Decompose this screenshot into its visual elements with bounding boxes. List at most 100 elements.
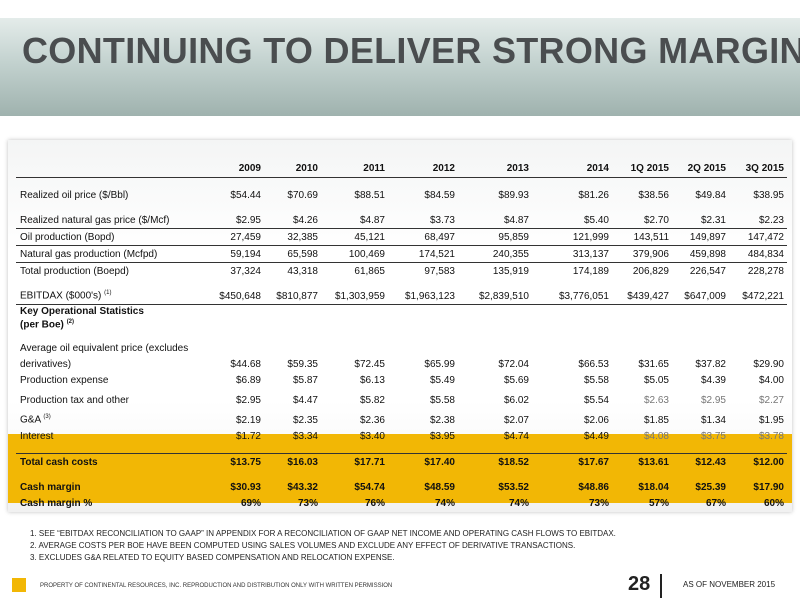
table-cell: $1.85 — [643, 414, 669, 426]
table-cell: 57% — [648, 497, 669, 509]
table-cell: $5.87 — [292, 374, 318, 386]
row-label: Production tax and other — [20, 394, 129, 406]
table-cell: $48.59 — [424, 481, 455, 493]
footnotes: 1. SEE “EBITDAX RECONCILIATION TO GAAP” … — [30, 528, 616, 564]
table-cell: $13.61 — [612, 453, 672, 470]
as-of-date: AS OF NOVEMBER 2015 — [683, 580, 776, 589]
table-cell: 174,189 — [532, 262, 612, 279]
table-cell: $89.93 — [498, 189, 529, 201]
margins-table: 2009 2010 2011 2012 2013 2014 1Q 2015 2Q… — [16, 160, 787, 511]
table-cell: $6.89 — [235, 374, 261, 386]
table-cell: $18.04 — [638, 481, 669, 493]
table-cell: 97,583 — [388, 262, 458, 279]
table-cell: $29.90 — [753, 358, 784, 370]
table-cell: 121,999 — [532, 228, 612, 246]
table-cell: $439,427 — [627, 290, 669, 302]
table-cell: 76% — [364, 497, 385, 509]
table-cell: $5.40 — [583, 214, 609, 226]
table-row: Cash margin % 69% 73% 76% 74% 74% 73% 57% 67% 60% — [16, 495, 787, 511]
row-label: Realized oil price ($/Bbl) — [20, 189, 129, 201]
table-cell: $17.71 — [321, 453, 388, 470]
table-row: EBITDAX ($000's) (1) $450,648 $810,877 $1,3… — [16, 288, 787, 305]
table-cell: $48.86 — [578, 481, 609, 493]
row-label: Interest — [20, 430, 54, 442]
table-cell: $84.59 — [424, 189, 455, 201]
table-cell: 484,834 — [729, 245, 787, 263]
title-banner — [0, 18, 800, 116]
row-label: Cash margin — [20, 481, 81, 493]
table-cell: $2.19 — [235, 414, 261, 426]
row-label: Oil production (Bopd) — [16, 228, 207, 246]
table-cell: $4.49 — [583, 430, 609, 442]
table-cell: $3.95 — [429, 430, 455, 442]
table-cell: $6.13 — [359, 374, 385, 386]
table-cell: 228,278 — [729, 262, 787, 279]
table-cell: $66.53 — [578, 358, 609, 370]
table-cell: $5.49 — [429, 374, 455, 386]
table-cell: 459,898 — [672, 245, 729, 263]
table-cell: $4.87 — [503, 214, 529, 226]
table-cell: $12.43 — [672, 453, 729, 470]
table-cell: $53.52 — [498, 481, 529, 493]
table-cell: $30.93 — [230, 481, 261, 493]
table-row: Realized oil price ($/Bbl) $54.44 $70.69 $8… — [16, 187, 787, 203]
table-cell: $72.45 — [354, 358, 385, 370]
table-cell: $4.08 — [643, 430, 669, 442]
table-cell: $2.06 — [583, 414, 609, 426]
table-cell: $2.07 — [503, 414, 529, 426]
table-cell: $4.47 — [292, 394, 318, 406]
company-logo-icon — [12, 578, 26, 592]
table-cell: $1,303,959 — [334, 290, 385, 302]
table-cell: $5.69 — [503, 374, 529, 386]
col-header: 2012 — [388, 160, 458, 178]
table-cell: $4.74 — [503, 430, 529, 442]
property-notice: PROPERTY OF CONTINENTAL RESOURCES, INC. … — [40, 583, 393, 589]
table-cell: 43,318 — [264, 262, 321, 279]
table-cell: $3.75 — [700, 430, 726, 442]
col-header: 2014 — [532, 160, 612, 178]
table-cell: $70.69 — [287, 189, 318, 201]
table-cell: 143,511 — [612, 228, 672, 246]
col-header: 2013 — [458, 160, 532, 178]
table-cell: 73% — [297, 497, 318, 509]
table-cell: $5.54 — [583, 394, 609, 406]
page-divider — [660, 574, 662, 598]
table-cell: $31.65 — [638, 358, 669, 370]
row-label: G&A (3) — [20, 414, 51, 426]
page-title: CONTINUING TO DELIVER STRONG MARGINS — [22, 30, 800, 71]
table-row: Total cash costs $13.75 $16.03 $17.71 $17.40… — [16, 453, 787, 470]
row-label: Total production (Boepd) — [16, 262, 207, 279]
table-cell: $2,839,510 — [478, 290, 529, 302]
table-row: Oil production (Bopd) 27,459 32,385 45,121 6… — [16, 228, 787, 246]
key-stats-row: Key Operational Statistics — [16, 304, 787, 318]
table-cell: $2.70 — [643, 214, 669, 226]
table-cell: 68,497 — [388, 228, 458, 246]
key-stats-label: Key Operational Statistics — [16, 304, 787, 318]
table-cell: $810,877 — [276, 290, 318, 302]
col-header: 2009 — [207, 160, 264, 178]
table-cell: $17.90 — [753, 481, 784, 493]
table-cell: $5.05 — [643, 374, 669, 386]
table-cell: 73% — [588, 497, 609, 509]
table-cell: $81.26 — [578, 189, 609, 201]
table-cell: $59.35 — [287, 358, 318, 370]
key-stats-sublabel: (per Boe) (2) — [20, 318, 75, 331]
row-label: Average oil equivalent price (excludes — [20, 342, 189, 354]
table-cell: $13.75 — [207, 453, 264, 470]
table-cell: $5.58 — [583, 374, 609, 386]
table-cell: $4.00 — [758, 374, 784, 386]
table-row: Production expense $6.89 $5.87 $6.13 $5.49 $5… — [16, 372, 787, 388]
table-cell: $2.36 — [359, 414, 385, 426]
table-cell: 149,897 — [672, 228, 729, 246]
table-cell: $2.23 — [758, 214, 784, 226]
table-row: derivatives) $44.68 $59.35 $72.45 $65.99 $72.… — [16, 356, 787, 372]
table-cell: 60% — [763, 497, 784, 509]
table-cell: $44.68 — [230, 358, 261, 370]
table-cell: $54.74 — [354, 481, 385, 493]
table-cell: $18.52 — [458, 453, 532, 470]
table-cell: $1.95 — [758, 414, 784, 426]
table-cell: $38.56 — [638, 189, 669, 201]
table-cell: 226,547 — [672, 262, 729, 279]
table-cell: $49.84 — [695, 189, 726, 201]
table-cell: $38.95 — [753, 189, 784, 201]
